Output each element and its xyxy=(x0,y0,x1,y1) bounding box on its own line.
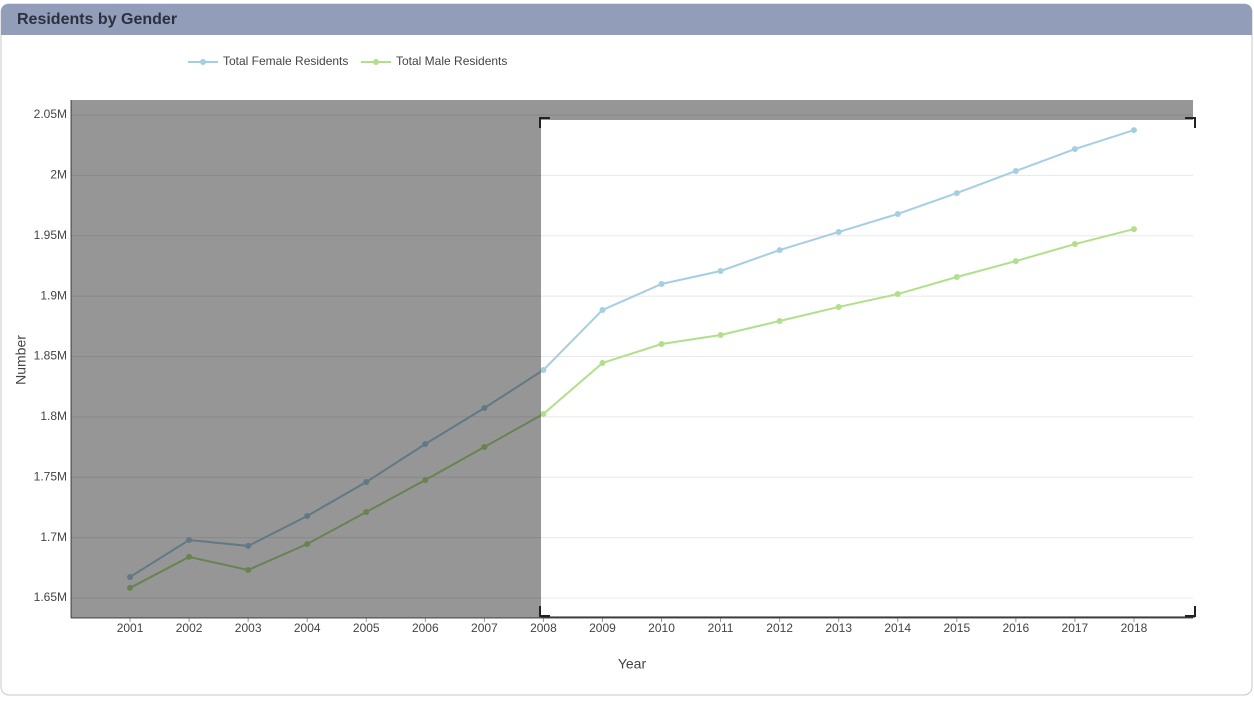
data-point xyxy=(1012,258,1019,265)
plot-area: 1.65M 1.7M 1.75M 1.8M 1.85M 1.9M 1.95M 2M 2.05M 2… xyxy=(34,100,1193,635)
selection-shade xyxy=(541,100,1193,120)
x-tick-label: 2014 xyxy=(884,621,911,635)
x-axis-title: Year xyxy=(618,656,647,672)
y-tick-label: 1.85M xyxy=(34,349,67,363)
legend-label: Total Female Residents xyxy=(223,54,348,68)
data-point xyxy=(1130,226,1137,233)
y-tick-label: 1.95M xyxy=(34,228,67,242)
data-point xyxy=(1130,127,1137,134)
data-point xyxy=(717,267,724,274)
data-point xyxy=(1071,241,1078,248)
y-tick-label: 1.75M xyxy=(34,469,67,483)
data-point xyxy=(599,306,606,313)
x-tick-label: 2007 xyxy=(471,621,498,635)
y-tick-label: 1.9M xyxy=(40,288,67,302)
x-tick-label: 2013 xyxy=(825,621,852,635)
series-line xyxy=(129,228,1135,589)
panel-title: Residents by Gender xyxy=(17,11,177,28)
data-point xyxy=(304,512,311,519)
data-point xyxy=(776,247,783,254)
data-point xyxy=(894,291,901,298)
data-point xyxy=(1071,146,1078,153)
data-point xyxy=(186,553,193,560)
data-point xyxy=(481,444,488,451)
legend-label: Total Male Residents xyxy=(396,54,507,68)
data-point xyxy=(540,366,547,373)
data-point xyxy=(127,584,134,591)
data-point xyxy=(245,566,252,573)
data-point xyxy=(776,317,783,324)
legend-marker xyxy=(200,59,206,65)
data-point xyxy=(481,405,488,412)
data-point xyxy=(953,274,960,281)
data-point xyxy=(953,190,960,197)
data-point xyxy=(658,281,665,288)
y-tick-label: 1.8M xyxy=(40,409,67,423)
x-tick-label: 2004 xyxy=(294,621,321,635)
data-point xyxy=(658,341,665,348)
data-point xyxy=(894,210,901,217)
x-tick-label: 2008 xyxy=(530,621,557,635)
x-tick-label: 2012 xyxy=(766,621,793,635)
data-point xyxy=(1012,167,1019,174)
x-tick-label: 2011 xyxy=(708,621,734,635)
data-point xyxy=(835,228,842,235)
x-tick-label: 2009 xyxy=(589,621,616,635)
data-point xyxy=(540,410,547,417)
data-point xyxy=(717,331,724,338)
data-point xyxy=(422,441,429,448)
data-point xyxy=(422,476,429,483)
x-tick-label: 2003 xyxy=(235,621,262,635)
data-point xyxy=(245,542,252,549)
series-line xyxy=(129,129,1135,578)
x-tick-label: 2015 xyxy=(943,621,970,635)
x-tick-label: 2006 xyxy=(412,621,439,635)
x-tick-label: 2017 xyxy=(1062,621,1089,635)
x-tick-label: 2002 xyxy=(176,621,203,635)
data-point xyxy=(599,359,606,366)
selection-shade xyxy=(71,100,541,618)
y-tick-label: 2.05M xyxy=(34,107,67,121)
panel-header xyxy=(1,4,1252,35)
x-tick-label: 2001 xyxy=(117,621,144,635)
y-axis-title: Number xyxy=(13,335,29,385)
x-tick-label: 2016 xyxy=(1002,621,1029,635)
legend-marker xyxy=(373,59,379,65)
data-point xyxy=(363,508,370,515)
data-point xyxy=(127,573,134,580)
legend-item[interactable]: Total Male Residents xyxy=(361,54,507,68)
legend-item[interactable]: Total Female Residents xyxy=(188,54,348,68)
y-tick-label: 1.7M xyxy=(40,530,67,544)
y-tick-label: 1.65M xyxy=(34,590,67,604)
data-point xyxy=(304,540,311,547)
data-point xyxy=(186,536,193,543)
zoom-selection xyxy=(71,100,1196,618)
selection-handle[interactable] xyxy=(539,117,1196,617)
x-tick-label: 2018 xyxy=(1121,621,1148,635)
y-tick-label: 2M xyxy=(50,168,67,182)
x-tick-label: 2010 xyxy=(648,621,675,635)
data-point xyxy=(835,303,842,310)
x-tick-label: 2005 xyxy=(353,621,380,635)
data-point xyxy=(363,479,370,486)
